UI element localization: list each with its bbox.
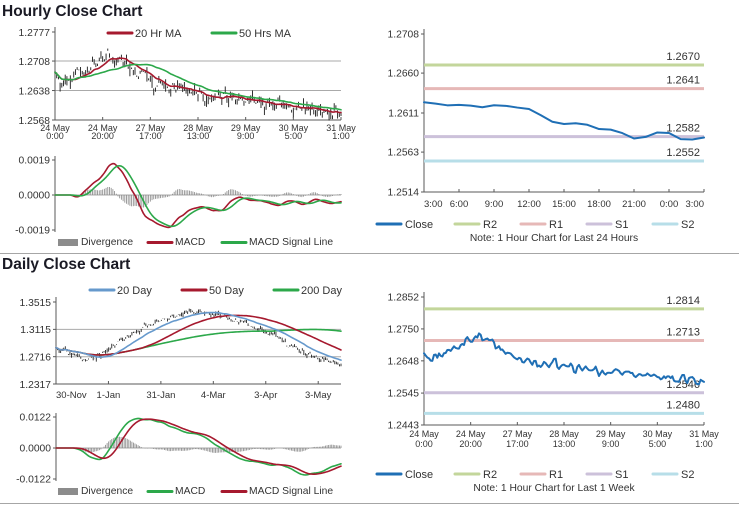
svg-text:3-Apr: 3-Apr: [254, 390, 277, 401]
svg-text:1.2777: 1.2777: [19, 28, 51, 39]
svg-text:1.2552: 1.2552: [666, 147, 700, 159]
svg-text:31 May: 31 May: [689, 429, 719, 439]
svg-text:Hourly Close Chart: Hourly Close Chart: [2, 3, 142, 20]
svg-text:29 May: 29 May: [596, 429, 626, 439]
svg-text:1.2648: 1.2648: [388, 356, 420, 367]
svg-text:3:00: 3:00: [424, 199, 443, 210]
svg-text:9:00: 9:00: [485, 199, 504, 210]
svg-text:21:00: 21:00: [622, 199, 646, 210]
svg-text:1.2713: 1.2713: [666, 327, 700, 339]
svg-text:1.2611: 1.2611: [388, 109, 419, 120]
svg-text:20:00: 20:00: [91, 131, 114, 141]
svg-text:1.2708: 1.2708: [388, 30, 420, 41]
svg-text:1:00: 1:00: [332, 131, 350, 141]
svg-text:1.2750: 1.2750: [388, 325, 420, 336]
svg-text:R2: R2: [483, 219, 497, 231]
svg-text:15:00: 15:00: [552, 199, 576, 210]
svg-text:20 Hr MA: 20 Hr MA: [135, 28, 182, 40]
svg-text:0.0122: 0.0122: [20, 413, 52, 424]
svg-text:S1: S1: [615, 469, 628, 481]
svg-text:1.2480: 1.2480: [666, 399, 700, 411]
svg-text:13:00: 13:00: [187, 131, 210, 141]
svg-text:4-Mar: 4-Mar: [201, 390, 226, 401]
svg-text:1.2852: 1.2852: [388, 293, 420, 304]
svg-text:13:00: 13:00: [553, 439, 576, 449]
svg-text:28 May: 28 May: [549, 429, 579, 439]
svg-text:20:00: 20:00: [459, 439, 482, 449]
svg-text:27 May: 27 May: [503, 429, 533, 439]
svg-text:Note: 1 Hour Chart for Last 1: Note: 1 Hour Chart for Last 1 Week: [473, 483, 635, 494]
svg-text:Divergence: Divergence: [81, 486, 133, 497]
svg-text:24 May: 24 May: [456, 429, 486, 439]
svg-text:1.3515: 1.3515: [20, 298, 52, 309]
svg-text:6:00: 6:00: [450, 199, 469, 210]
svg-text:24 May: 24 May: [409, 429, 439, 439]
svg-text:R1: R1: [549, 469, 563, 481]
svg-text:0.0019: 0.0019: [19, 156, 51, 167]
svg-text:Daily Close Chart: Daily Close Chart: [2, 256, 130, 273]
svg-text:0.0000: 0.0000: [20, 444, 52, 455]
svg-text:0:00: 0:00: [415, 439, 433, 449]
svg-text:30-Nov: 30-Nov: [56, 390, 87, 401]
svg-text:5:00: 5:00: [649, 439, 667, 449]
svg-text:MACD Signal Line: MACD Signal Line: [249, 486, 333, 497]
svg-text:S2: S2: [681, 469, 694, 481]
svg-text:1.2582: 1.2582: [666, 123, 700, 135]
svg-text:Close: Close: [405, 219, 433, 231]
svg-text:MACD: MACD: [175, 237, 205, 248]
svg-text:1-Jan: 1-Jan: [97, 390, 121, 401]
svg-text:1:00: 1:00: [695, 439, 713, 449]
svg-text:S2: S2: [681, 219, 694, 231]
svg-text:1.2716: 1.2716: [20, 352, 52, 363]
svg-text:0:00: 0:00: [46, 131, 64, 141]
svg-text:17:00: 17:00: [139, 131, 162, 141]
svg-text:31-Jan: 31-Jan: [146, 390, 175, 401]
svg-text:50 Hrs MA: 50 Hrs MA: [239, 28, 292, 40]
svg-text:R2: R2: [483, 469, 497, 481]
svg-text:R1: R1: [549, 219, 563, 231]
svg-text:Close: Close: [405, 469, 433, 481]
svg-text:1.2670: 1.2670: [666, 51, 700, 63]
svg-text:Divergence: Divergence: [81, 237, 133, 248]
svg-text:50 Day: 50 Day: [209, 285, 244, 297]
svg-text:1.2814: 1.2814: [666, 295, 700, 307]
svg-text:20 Day: 20 Day: [117, 285, 152, 297]
svg-text:18:00: 18:00: [587, 199, 611, 210]
svg-text:1.2638: 1.2638: [19, 86, 51, 97]
svg-text:-0.0122: -0.0122: [16, 475, 51, 486]
svg-text:200 Day: 200 Day: [301, 285, 342, 297]
svg-text:0:00: 0:00: [660, 199, 679, 210]
svg-text:MACD: MACD: [175, 486, 205, 497]
svg-text:5:00: 5:00: [285, 131, 303, 141]
svg-text:3:00: 3:00: [686, 199, 705, 210]
svg-text:1.2641: 1.2641: [666, 75, 700, 87]
svg-text:3-May: 3-May: [305, 390, 332, 401]
svg-text:Note: 1 Hour Chart for Last 24: Note: 1 Hour Chart for Last 24 Hours: [470, 233, 638, 244]
svg-text:1.2563: 1.2563: [388, 148, 420, 159]
svg-text:9:00: 9:00: [602, 439, 620, 449]
svg-text:12:00: 12:00: [517, 199, 541, 210]
svg-text:1.2545: 1.2545: [388, 389, 420, 400]
svg-text:1.2514: 1.2514: [388, 188, 420, 199]
svg-text:-0.0019: -0.0019: [15, 226, 50, 237]
svg-text:1.2708: 1.2708: [19, 57, 51, 68]
svg-text:1.2660: 1.2660: [388, 69, 420, 80]
svg-text:MACD Signal Line: MACD Signal Line: [249, 237, 333, 248]
svg-text:30 May: 30 May: [643, 429, 673, 439]
svg-text:17:00: 17:00: [506, 439, 529, 449]
svg-text:1.2317: 1.2317: [20, 380, 52, 391]
svg-text:9:00: 9:00: [237, 131, 255, 141]
svg-text:0.0000: 0.0000: [19, 191, 51, 202]
svg-text:S1: S1: [615, 219, 628, 231]
svg-text:1.3115: 1.3115: [20, 325, 51, 336]
